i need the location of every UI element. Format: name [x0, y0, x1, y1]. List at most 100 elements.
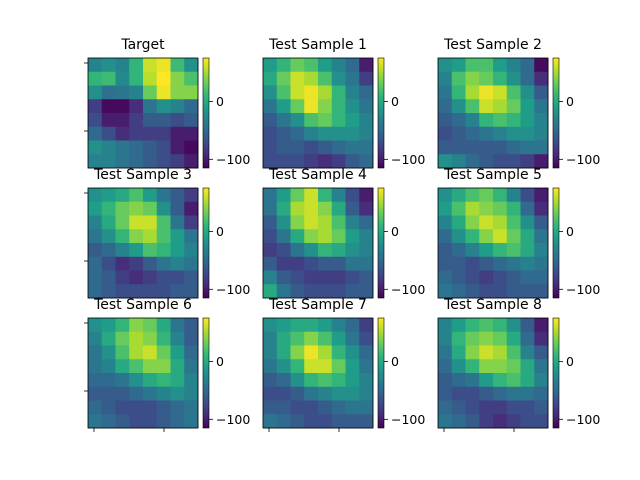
heatmap-cell [451, 256, 466, 271]
heatmap-cell [101, 414, 116, 429]
heatmap-cell [345, 71, 360, 86]
heatmap-cell [115, 140, 130, 155]
heatmap-cell [304, 270, 319, 285]
heatmap-cell [345, 400, 360, 415]
heatmap-cell [143, 256, 158, 271]
heatmap-cell [88, 270, 103, 285]
heatmap-cell [143, 386, 158, 401]
heatmap-cell [318, 85, 333, 100]
heatmap-cell [129, 400, 144, 415]
heatmap-cell [304, 99, 319, 114]
panel-frame [262, 317, 374, 429]
heatmap-cell [115, 126, 130, 141]
heatmap-panel: Test Sample 5 0 −100 [437, 167, 600, 299]
heatmap-cell [129, 270, 144, 285]
heatmap-cell [534, 318, 549, 333]
heatmap-cell [156, 99, 171, 114]
heatmap-cell [534, 270, 549, 285]
heatmap-cell [493, 373, 508, 388]
heatmap-cell [290, 201, 305, 216]
heatmap-cell [534, 215, 549, 230]
heatmap-cell [451, 345, 466, 360]
heatmap-cell [88, 71, 103, 86]
heatmap-cell [263, 85, 278, 100]
heatmap-cell [129, 58, 144, 73]
heatmap-cell [506, 71, 521, 86]
heatmap-cell [359, 270, 374, 285]
heatmap-cell [115, 270, 130, 285]
heatmap-cell [345, 188, 360, 203]
heatmap-cell [170, 99, 185, 114]
heatmap-cell [345, 99, 360, 114]
panel-frame [437, 57, 549, 169]
heatmap-cell [290, 400, 305, 415]
heatmap-cell [143, 318, 158, 333]
heatmap-cell [506, 414, 521, 429]
heatmap-cell [359, 345, 374, 360]
heatmap-cell [438, 201, 453, 216]
heatmap-cell [345, 126, 360, 141]
heatmap-cell [101, 400, 116, 415]
colorbar-tick-label: 0 [391, 94, 399, 109]
heatmap-cell [506, 99, 521, 114]
heatmap-cell [534, 58, 549, 73]
heatmap-cell [345, 85, 360, 100]
heatmap-cell [129, 154, 144, 169]
heatmap-cell [359, 85, 374, 100]
heatmap-cell [101, 154, 116, 169]
heatmap-cell [290, 373, 305, 388]
heatmap-cell [184, 71, 199, 86]
heatmap-cell [465, 215, 480, 230]
heatmap-cell [465, 140, 480, 155]
heatmap-cell [115, 414, 130, 429]
heatmap-cell [101, 386, 116, 401]
heatmap-cell [290, 140, 305, 155]
heatmap-cell [88, 386, 103, 401]
heatmap-cell [304, 318, 319, 333]
heatmap-cell [438, 331, 453, 346]
panel-frame [262, 187, 374, 299]
heatmap-cell [520, 113, 535, 128]
heatmap-cell [101, 345, 116, 360]
colorbar-tick-label: −100 [566, 412, 600, 427]
heatmap-cell [184, 414, 199, 429]
heatmap-cell [184, 400, 199, 415]
heatmap-cell [438, 126, 453, 141]
heatmap-cell [170, 58, 185, 73]
heatmap-cell [184, 386, 199, 401]
heatmap-cell [520, 256, 535, 271]
heatmap-cell [438, 284, 453, 299]
heatmap-cell [506, 140, 521, 155]
heatmap-cell [276, 331, 291, 346]
heatmap-cell [331, 126, 346, 141]
heatmap-cell [534, 201, 549, 216]
heatmap-cell [465, 85, 480, 100]
heatmap-cell [170, 215, 185, 230]
heatmap-cell [493, 359, 508, 374]
heatmap-cell [451, 188, 466, 203]
heatmap-cell [304, 256, 319, 271]
heatmap-cell [263, 71, 278, 86]
heatmap-cell [479, 318, 494, 333]
heatmap-cell [438, 373, 453, 388]
heatmap-cell [170, 414, 185, 429]
heatmap-cell [493, 318, 508, 333]
heatmap-cell [318, 58, 333, 73]
heatmap-cell [534, 400, 549, 415]
heatmap-cell [156, 400, 171, 415]
heatmap-cell [276, 345, 291, 360]
heatmap-cell [88, 99, 103, 114]
heatmap-cell [88, 215, 103, 230]
heatmap-cell [345, 256, 360, 271]
heatmap-cell [493, 140, 508, 155]
heatmap-cell [318, 318, 333, 333]
heatmap-cell [184, 126, 199, 141]
heatmap-cell [129, 345, 144, 360]
heatmap-cell [438, 188, 453, 203]
heatmap-cell [534, 373, 549, 388]
heatmap-cell [143, 71, 158, 86]
heatmap-cell [170, 140, 185, 155]
heatmap-cell [156, 270, 171, 285]
heatmap-cell [143, 188, 158, 203]
heatmap-cell [359, 154, 374, 169]
